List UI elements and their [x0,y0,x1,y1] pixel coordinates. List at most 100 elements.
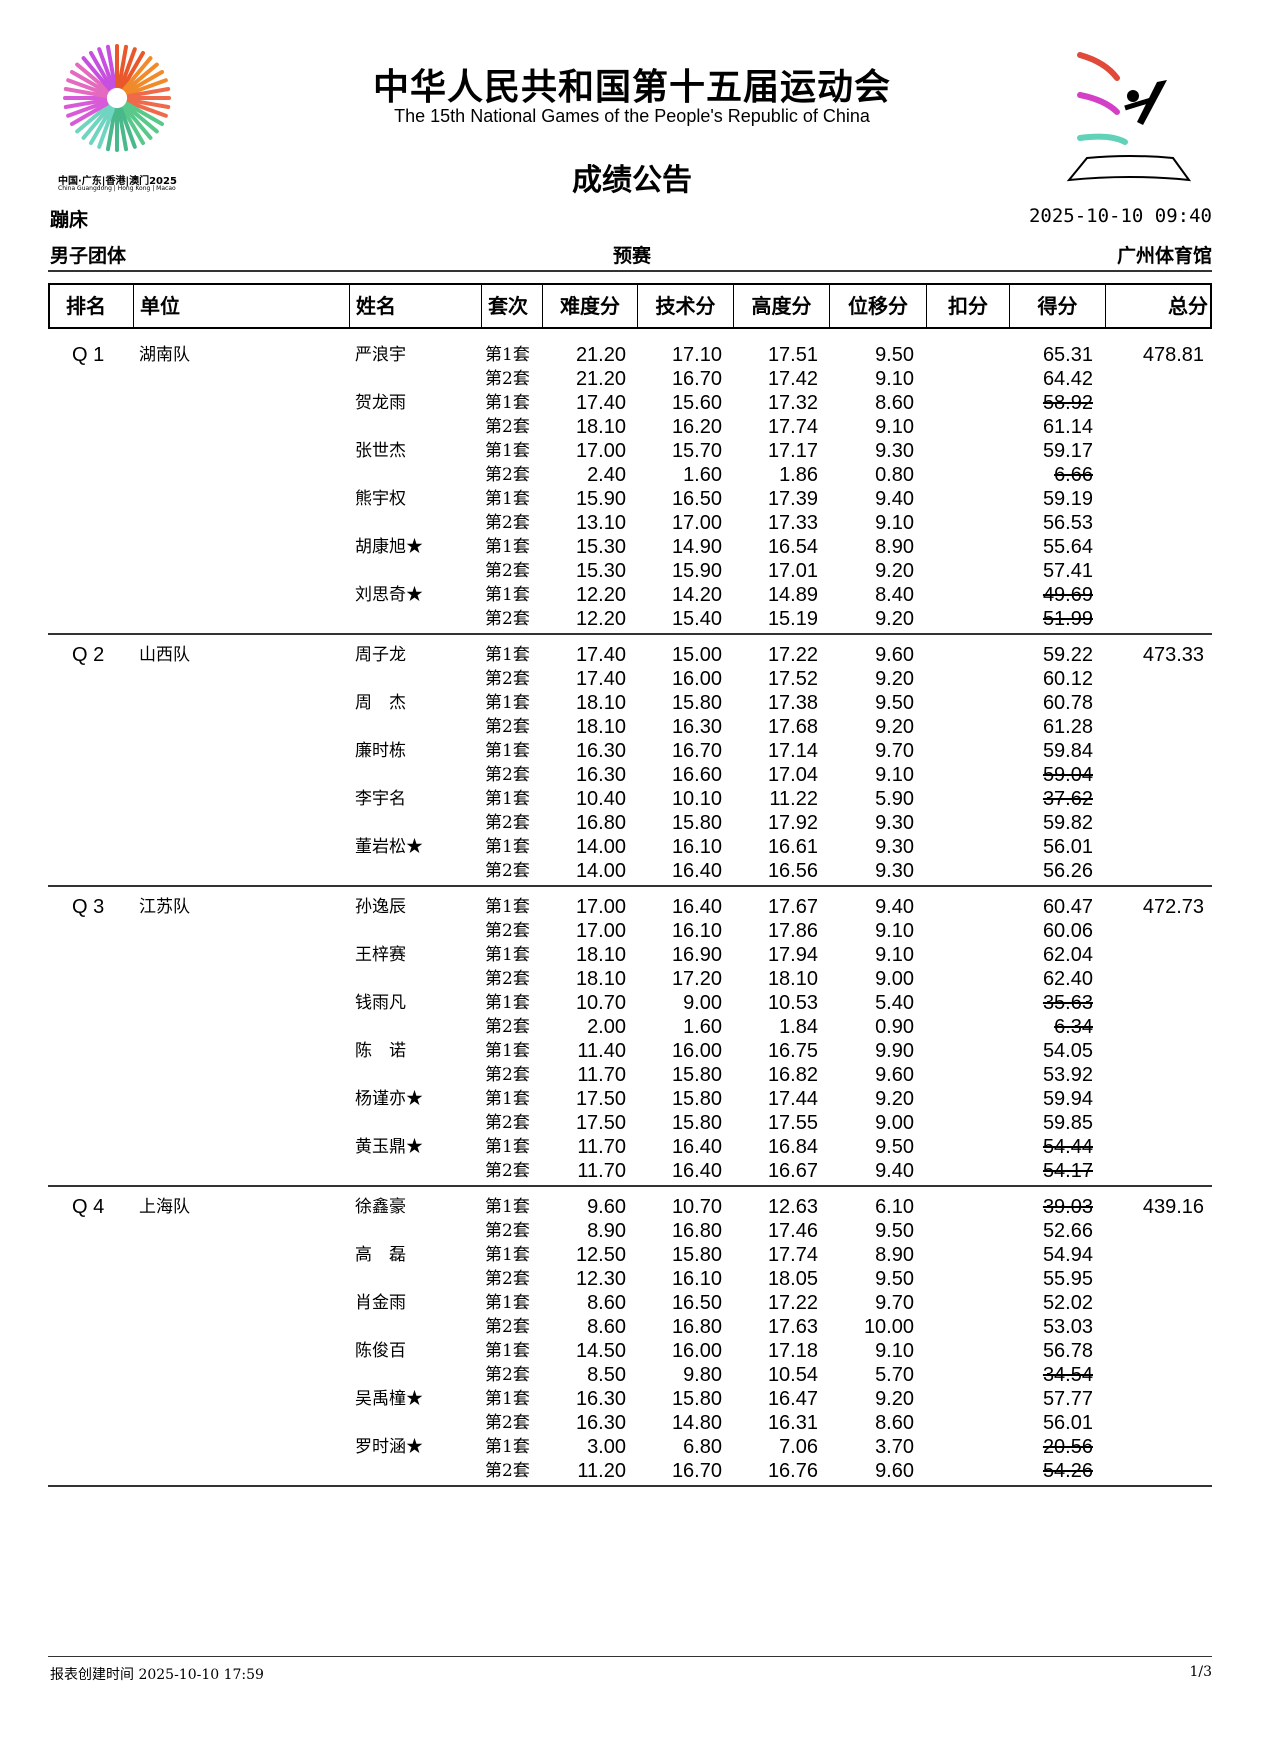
score-height: 17.63 [767,1316,818,1338]
routine-number: 第2套 [485,765,530,785]
score-displacement: 9.20 [875,1388,914,1410]
score-execution: 16.90 [671,944,722,966]
score-deduction [917,1111,997,1135]
score-displacement: 9.60 [875,1460,914,1482]
routine-number: 第1套 [485,345,530,365]
score-displacement: 9.10 [875,1340,914,1362]
sport-name: 蹦床 [50,209,89,231]
athlete-name: 王梓赛 [355,945,406,965]
score-height: 11.22 [769,788,818,810]
routine-number: 第2套 [485,369,530,389]
athlete-name: 廉时栋 [355,741,406,761]
score-execution: 16.40 [671,1160,722,1182]
score-difficulty: 18.10 [575,692,626,714]
routine-number: 第1套 [485,537,530,557]
score-difficulty: 8.60 [587,1316,626,1338]
score-displacement: 0.90 [875,1016,914,1038]
team-section: Q 2 山西队 473.33 周子龙 第1套 17.40 15.00 17.22 9.60 59.… [48,633,1212,887]
athlete-name: 黄玉鼎★ [355,1137,423,1157]
score-height: 17.52 [767,668,818,690]
score-deduction [917,559,997,583]
score-execution: 15.40 [671,608,722,630]
column-header-total: 总分 [1105,285,1214,327]
score-score: 56.53 [1042,512,1093,534]
score-difficulty: 18.10 [575,416,626,438]
footer-divider [48,1656,1212,1657]
score-score: 60.06 [1042,920,1093,942]
routine-number: 第1套 [485,393,530,413]
routine-number: 第2套 [485,813,530,833]
score-difficulty: 17.40 [575,392,626,414]
athlete-name: 孙逸辰 [355,897,406,917]
score-score: 52.02 [1042,1292,1093,1314]
routine-number: 第1套 [485,1437,530,1457]
score-difficulty: 12.50 [575,1244,626,1266]
routine-number: 第2套 [485,1017,530,1037]
score-height: 17.22 [767,1292,818,1314]
athlete-name: 熊宇权 [355,489,406,509]
team-name: 湖南队 [139,345,190,365]
score-deduction [917,835,997,859]
routine-number: 第1套 [485,741,530,761]
athlete-name: 钱雨凡 [355,993,406,1013]
score-height: 17.51 [767,344,818,366]
logo-petal [124,103,159,134]
score-execution: 16.80 [671,1316,722,1338]
score-height: 17.55 [767,1112,818,1134]
score-height: 16.54 [767,536,818,558]
score-score: 59.85 [1042,1112,1093,1134]
routine-number: 第1套 [485,993,530,1013]
score-difficulty: 10.70 [575,992,626,1014]
score-difficulty: 16.30 [575,1412,626,1434]
column-header-deduction: 扣分 [926,285,1009,327]
score-deduction [917,919,997,943]
score-height: 17.33 [767,512,818,534]
score-displacement: 9.20 [875,716,914,738]
score-displacement: 9.50 [875,1220,914,1242]
score-execution: 6.80 [683,1436,722,1458]
score-score: 37.62 [1042,788,1093,810]
score-height: 14.89 [767,584,818,606]
team-name: 上海队 [139,1197,190,1217]
score-difficulty: 17.00 [575,440,626,462]
score-difficulty: 17.50 [575,1112,626,1134]
score-execution: 16.50 [671,1292,722,1314]
score-height: 16.61 [767,836,818,858]
column-header-displacement: 位移分 [829,285,926,327]
score-execution: 15.00 [671,644,722,666]
score-execution: 14.80 [671,1412,722,1434]
score-displacement: 9.30 [875,812,914,834]
games-title-cn: 中华人民共和国第十五届运动会 [372,67,891,108]
score-difficulty: 21.20 [575,344,626,366]
score-deduction [917,1459,997,1483]
logo-petal [121,106,145,146]
score-score: 59.04 [1042,764,1093,786]
logo-petal [89,50,113,90]
page-number: 1/3 [1189,1664,1212,1680]
score-execution: 15.80 [671,1088,722,1110]
routine-number: 第1套 [485,441,530,461]
routine-number: 第1套 [485,1041,530,1061]
venue: 广州体育馆 [1116,245,1212,267]
athlete-name: 吴禹橦★ [355,1389,423,1409]
score-deduction [917,967,997,991]
score-height: 10.53 [767,992,818,1014]
score-height: 12.63 [767,1196,818,1218]
logo-petal [63,86,108,98]
score-deduction [917,1159,997,1183]
score-score: 51.99 [1042,608,1093,630]
score-displacement: 9.10 [875,368,914,390]
score-difficulty: 15.30 [575,560,626,582]
score-difficulty: 11.70 [577,1160,626,1182]
routine-number: 第2套 [485,1461,530,1481]
table-header: 排名 单位 姓名 套次 难度分 技术分 高度分 位移分 扣分 得分 总分 [48,283,1212,329]
score-execution: 15.80 [671,1244,722,1266]
athlete-name: 杨谨亦★ [355,1089,423,1109]
divider [48,270,1212,272]
score-displacement: 9.00 [875,968,914,990]
score-deduction [917,583,997,607]
score-deduction [917,1087,997,1111]
logo-petal [117,107,129,152]
score-height: 17.74 [767,1244,818,1266]
score-difficulty: 13.10 [575,512,626,534]
